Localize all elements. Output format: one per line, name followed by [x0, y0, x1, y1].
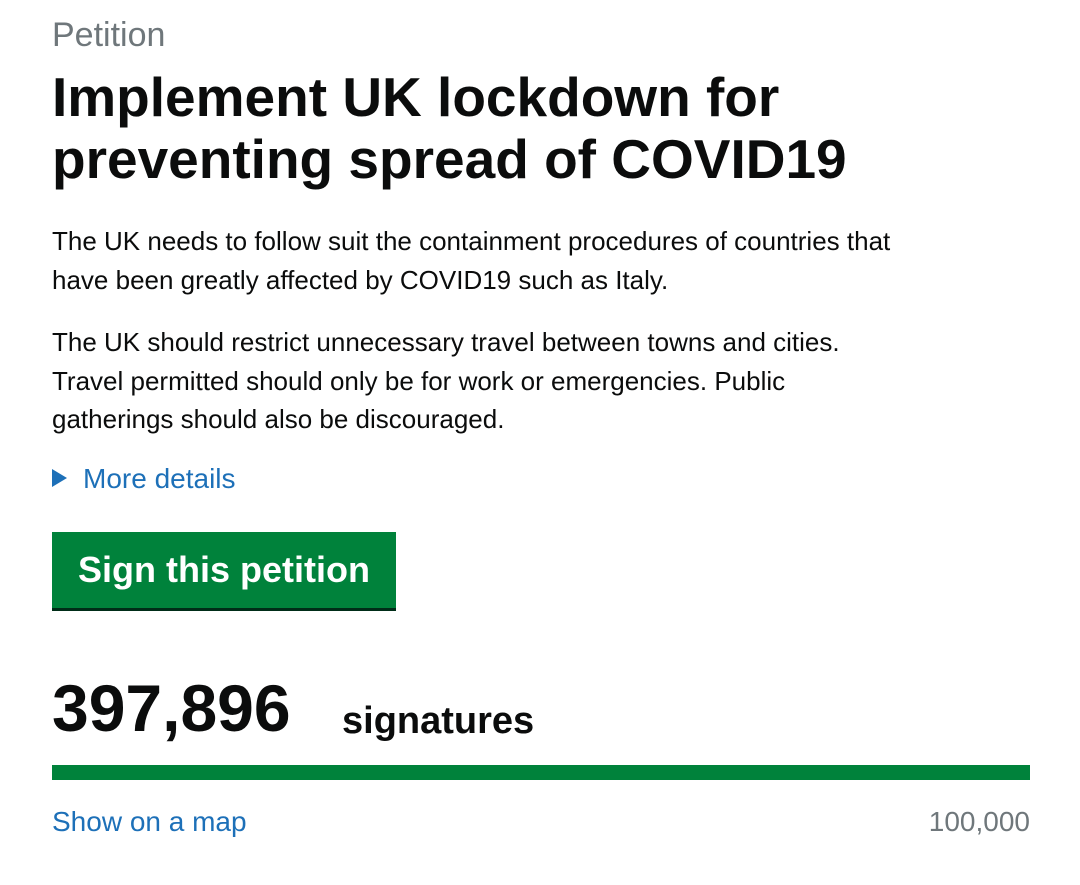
- text-line: Travel permitted should only be for work…: [52, 365, 786, 396]
- text-line: have been greatly affected by COVID19 su…: [52, 264, 669, 295]
- paragraph: The UK needs to follow suit the containm…: [52, 222, 890, 299]
- paragraph: The UK should restrict unnecessary trave…: [52, 323, 840, 439]
- text-line: The UK should restrict unnecessary trave…: [52, 327, 840, 357]
- signature-unit: signatures: [342, 700, 535, 742]
- text-line: gatherings should also be discouraged.: [52, 404, 505, 434]
- sign-button[interactable]: Sign this petition: [52, 532, 396, 608]
- details-link[interactable]: More details: [83, 463, 236, 494]
- caption: Petition: [52, 16, 166, 54]
- triangle-icon: [52, 469, 67, 487]
- signature-count: 397,896: [52, 671, 291, 745]
- threshold: 100,000: [928, 806, 1030, 837]
- progress-bar: [52, 765, 1030, 780]
- text-line: The UK needs to follow suit the containm…: [52, 226, 891, 256]
- petition-title: Implement UK lockdown for preventing spr…: [52, 66, 847, 190]
- map-link[interactable]: Show on a map: [52, 806, 247, 837]
- details-toggle[interactable]: More details: [52, 463, 236, 495]
